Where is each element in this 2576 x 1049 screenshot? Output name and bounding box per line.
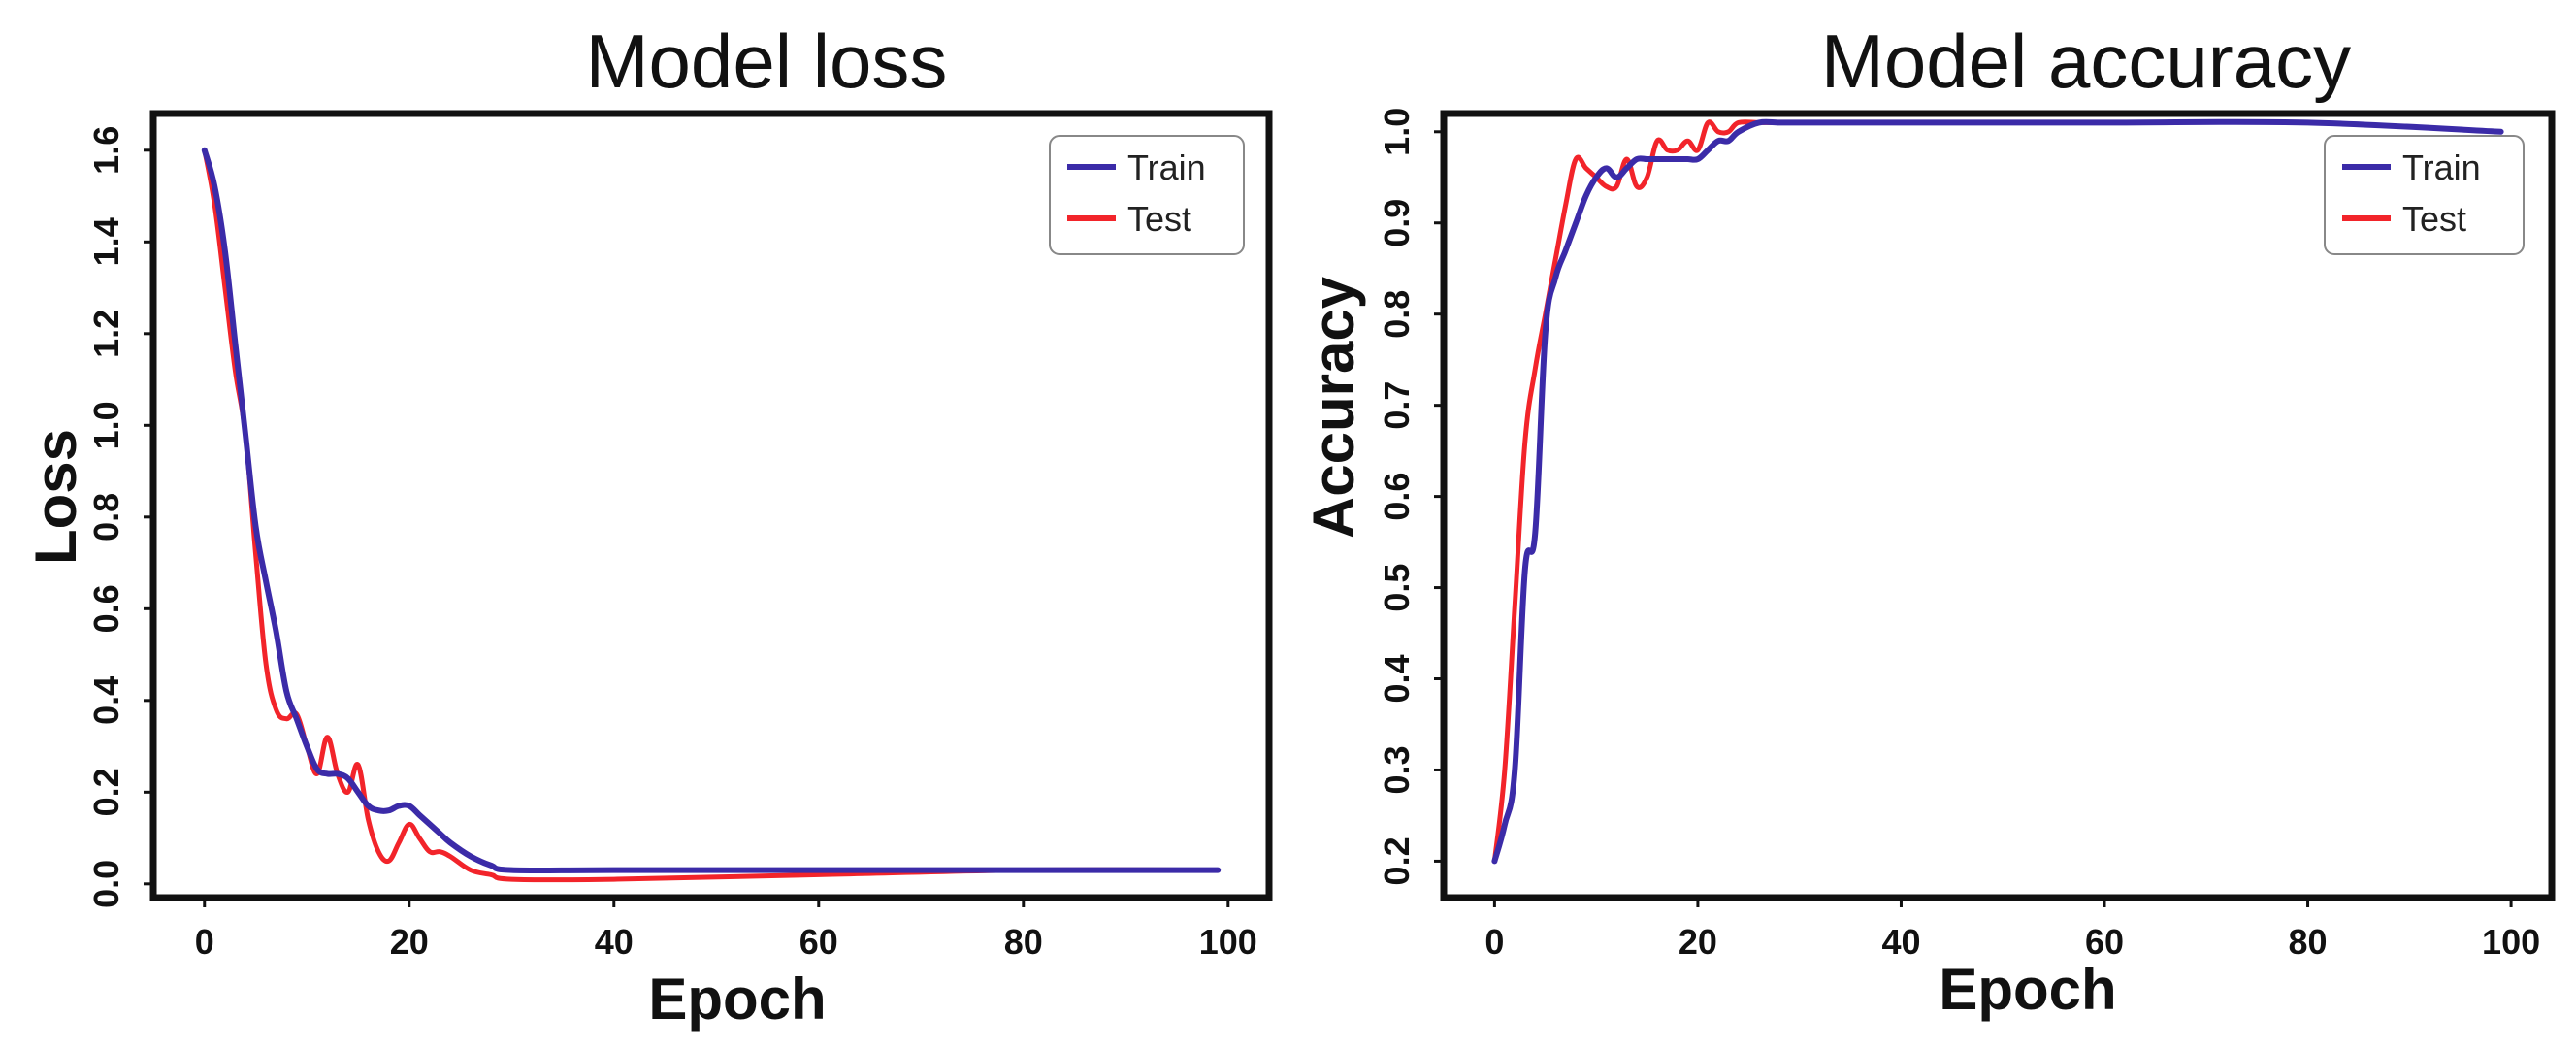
accuracy-x-tick-label: 60 <box>2085 922 2124 962</box>
accuracy-x-tick-label: 100 <box>2482 922 2540 962</box>
loss-y-tick-label: 1.6 <box>86 126 126 175</box>
accuracy-y-tick-label: 0.7 <box>1377 381 1417 430</box>
loss-y-tick-label: 1.4 <box>86 217 126 266</box>
accuracy-x-tick-label: 40 <box>1881 922 1920 962</box>
loss-y-tick-label: 0.6 <box>86 584 126 633</box>
loss-y-tick-label: 0.0 <box>86 860 126 908</box>
accuracy-chart-title: Model accuracy <box>1821 18 2351 104</box>
loss-legend-train-label: Train <box>1127 148 1206 187</box>
loss-legend-test-label: Test <box>1127 199 1191 239</box>
loss-x-tick-label: 80 <box>1004 922 1043 962</box>
accuracy-y-axis-label: Accuracy <box>1301 276 1366 539</box>
accuracy-y-tick-label: 0.8 <box>1377 290 1417 339</box>
accuracy-x-axis-label: Epoch <box>1939 957 2116 1022</box>
accuracy-ticks: 0 20 40 60 80 100 0.2 0.3 0.4 0.5 0.6 0.7 0.8 0.9 1.0 <box>1377 108 2540 962</box>
loss-y-tick-label: 0.4 <box>86 676 126 725</box>
accuracy-y-tick-label: 0.3 <box>1377 745 1417 794</box>
accuracy-y-tick-label: 0.9 <box>1377 199 1417 247</box>
accuracy-x-tick-label: 80 <box>2289 922 2328 962</box>
loss-legend: Train Test <box>1049 135 1245 255</box>
accuracy-series-layer <box>1491 118 2504 865</box>
loss-ticks: 0 20 40 60 80 100 0.0 0.2 0.4 0.6 0.8 1.0 1.2 1.4 1.6 <box>86 126 1257 962</box>
loss-x-tick-label: 0 <box>195 922 214 962</box>
accuracy-legend-test-label: Test <box>2402 199 2466 239</box>
loss-y-axis-label: Loss <box>23 429 88 565</box>
loss-y-tick-label: 0.2 <box>86 768 126 816</box>
accuracy-chart-panel: Model accuracy 0 20 40 60 80 1000.20.30.40.50… <box>1301 18 2556 1022</box>
accuracy-y-tick-label: 0.6 <box>1377 473 1417 521</box>
loss-x-tick-label: 20 <box>390 922 429 962</box>
accuracy-train-line <box>1491 118 2504 865</box>
accuracy-x-tick-label: 20 <box>1679 922 1717 962</box>
loss-x-axis-label: Epoch <box>648 967 826 1032</box>
accuracy-legend: Train Test <box>2324 135 2525 255</box>
loss-y-tick-label: 0.8 <box>86 493 126 541</box>
loss-x-tick-label: 60 <box>799 922 838 962</box>
loss-train-line <box>201 147 1222 873</box>
accuracy-y-tick-label: 0.4 <box>1377 654 1417 703</box>
loss-test-line <box>202 148 1221 883</box>
loss-x-tick-label: 40 <box>595 922 634 962</box>
loss-chart-panel: Model loss 0 20 40 60 80 100 0.0 0.2 0.4 0.6 0.8 1.… <box>23 18 1273 1032</box>
loss-series-layer <box>201 147 1222 883</box>
accuracy-x-tick-label: 0 <box>1484 922 1504 962</box>
accuracy-y-tick-label: 1.0 <box>1377 108 1417 156</box>
accuracy-y-tick-label: 0.2 <box>1377 836 1417 885</box>
loss-chart-title: Model loss <box>586 18 948 104</box>
accuracy-legend-train-label: Train <box>2402 148 2481 187</box>
loss-y-tick-label: 1.0 <box>86 401 126 449</box>
accuracy-y-tick-label: 0.5 <box>1377 564 1417 612</box>
loss-x-tick-label: 100 <box>1199 922 1257 962</box>
loss-y-tick-label: 1.2 <box>86 310 126 358</box>
